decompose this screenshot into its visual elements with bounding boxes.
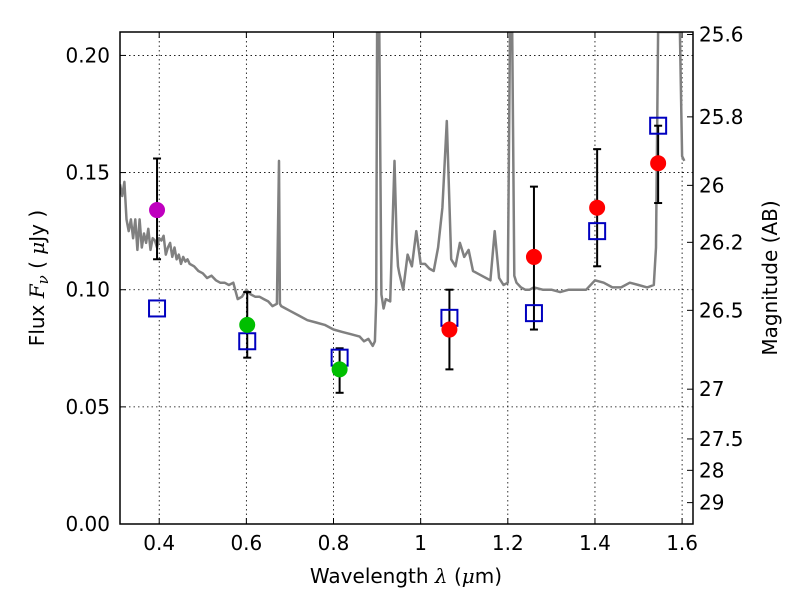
observed-point (239, 316, 256, 333)
tick-labels: 0.4 0.6 0.8 1 1.2 1.4 1.6 0.00 0.05 0.10 0.15 0.20 2… (65, 23, 743, 555)
observed-point (589, 199, 606, 216)
observed-point (525, 248, 542, 265)
x-tick-label: 1.4 (579, 531, 611, 555)
x-tick-label: 0.4 (143, 531, 175, 555)
x-tick-label: 0.6 (230, 531, 262, 555)
observed-point (441, 321, 458, 338)
x-tick-label: 0.8 (318, 531, 350, 555)
right-tick-label: 29 (699, 491, 724, 515)
x-axis-label: Wavelength λ (μm) (310, 564, 502, 588)
y-tick-label: 0.05 (65, 395, 110, 419)
model-point (524, 304, 543, 323)
x-tick-label: 1.2 (492, 531, 524, 555)
y-tick-label: 0.00 (65, 512, 110, 536)
observed-photometry-markers (149, 155, 667, 378)
x-tick-label: 1.6 (666, 531, 698, 555)
model-spectrum-layer (120, 32, 686, 348)
y-tick-label: 0.15 (65, 161, 110, 185)
right-tick-label: 25.8 (699, 105, 744, 129)
model-point (148, 299, 167, 318)
right-tick-label: 26.2 (699, 230, 744, 254)
right-tick-label: 27.5 (699, 427, 744, 451)
model-point (649, 116, 668, 135)
spectrum-line (120, 32, 686, 348)
right-tick-label: 26.5 (699, 298, 744, 322)
right-tick-label: 26 (699, 173, 724, 197)
right-tick-label: 27 (699, 377, 724, 401)
model-photometry-markers (148, 116, 668, 367)
x-tick-label: 1 (414, 531, 427, 555)
right-axis-label: Magnitude (AB) (758, 200, 782, 355)
right-tick-label: 28 (699, 458, 724, 482)
y-axis-label: Flux Fν ( μJy ) (25, 210, 52, 346)
right-tick-label: 25.6 (699, 23, 744, 47)
plot-frame (119, 31, 694, 525)
model-point (588, 222, 607, 241)
observed-point (149, 202, 166, 219)
observed-point (331, 361, 348, 378)
model-point (238, 332, 257, 351)
y-tick-label: 0.20 (65, 43, 110, 67)
axis-ticks (120, 32, 693, 525)
y-tick-label: 0.10 (65, 278, 110, 302)
observed-point (650, 155, 667, 172)
